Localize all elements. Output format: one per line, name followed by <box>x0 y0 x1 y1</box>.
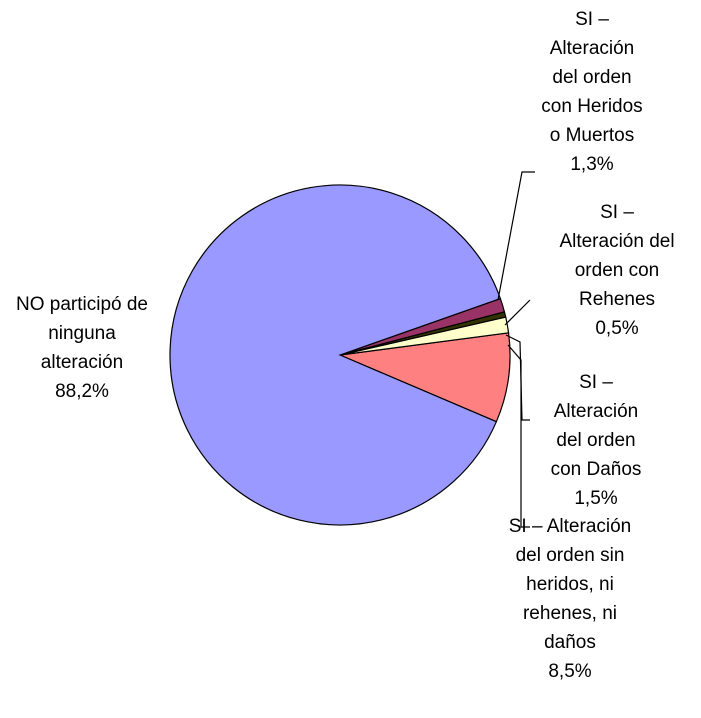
pie-slice <box>337 332 511 423</box>
category-label: SI – Alteración del orden con Heridos o … <box>541 9 643 146</box>
slice-label: SI – Alteración del orden con Heridos o … <box>536 5 648 179</box>
leader-line <box>497 171 535 301</box>
leader-line <box>507 344 530 528</box>
leader-line <box>504 299 531 326</box>
value-label: 0,5% <box>595 318 639 339</box>
value-label: 1,3% <box>570 154 614 175</box>
value-label: 8,5% <box>548 661 592 682</box>
value-label: 88,2% <box>55 381 109 402</box>
category-label: SI – Alteración del orden con Rehenes <box>559 202 675 310</box>
slice-label: SI – Alteración del orden con Rehenes 0,5… <box>556 198 678 343</box>
category-label: SI – Alteración del orden con Daños <box>550 372 642 480</box>
slice-label: SI – Alteración del orden con Daños 1,5% <box>540 368 652 513</box>
value-label: 1,5% <box>574 488 618 509</box>
slice-label: SI – Alteración del orden sin heridos, n… <box>508 512 633 686</box>
category-label: NO participó de ninguna alteración <box>15 294 148 373</box>
pie-slice <box>169 184 502 526</box>
slice-label: NO participó de ninguna alteración 88,2% <box>12 290 152 406</box>
category-label: SI – Alteración del orden sin heridos, n… <box>508 516 632 653</box>
